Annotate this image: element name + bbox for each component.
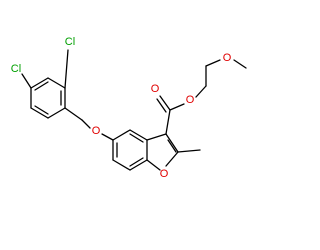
atom-labels: Cl Cl O O O O O xyxy=(11,36,232,180)
atom-label: O xyxy=(160,168,169,180)
atom-label: O xyxy=(223,52,232,64)
atom-label: Cl xyxy=(65,36,75,48)
atom-label: Cl xyxy=(11,63,21,75)
atom-label: O xyxy=(151,83,160,95)
bonds xyxy=(21,49,247,171)
atom-label: O xyxy=(186,94,195,106)
atom-label: O xyxy=(92,125,101,137)
molecule-diagram: Cl Cl O O O O O xyxy=(11,36,247,180)
